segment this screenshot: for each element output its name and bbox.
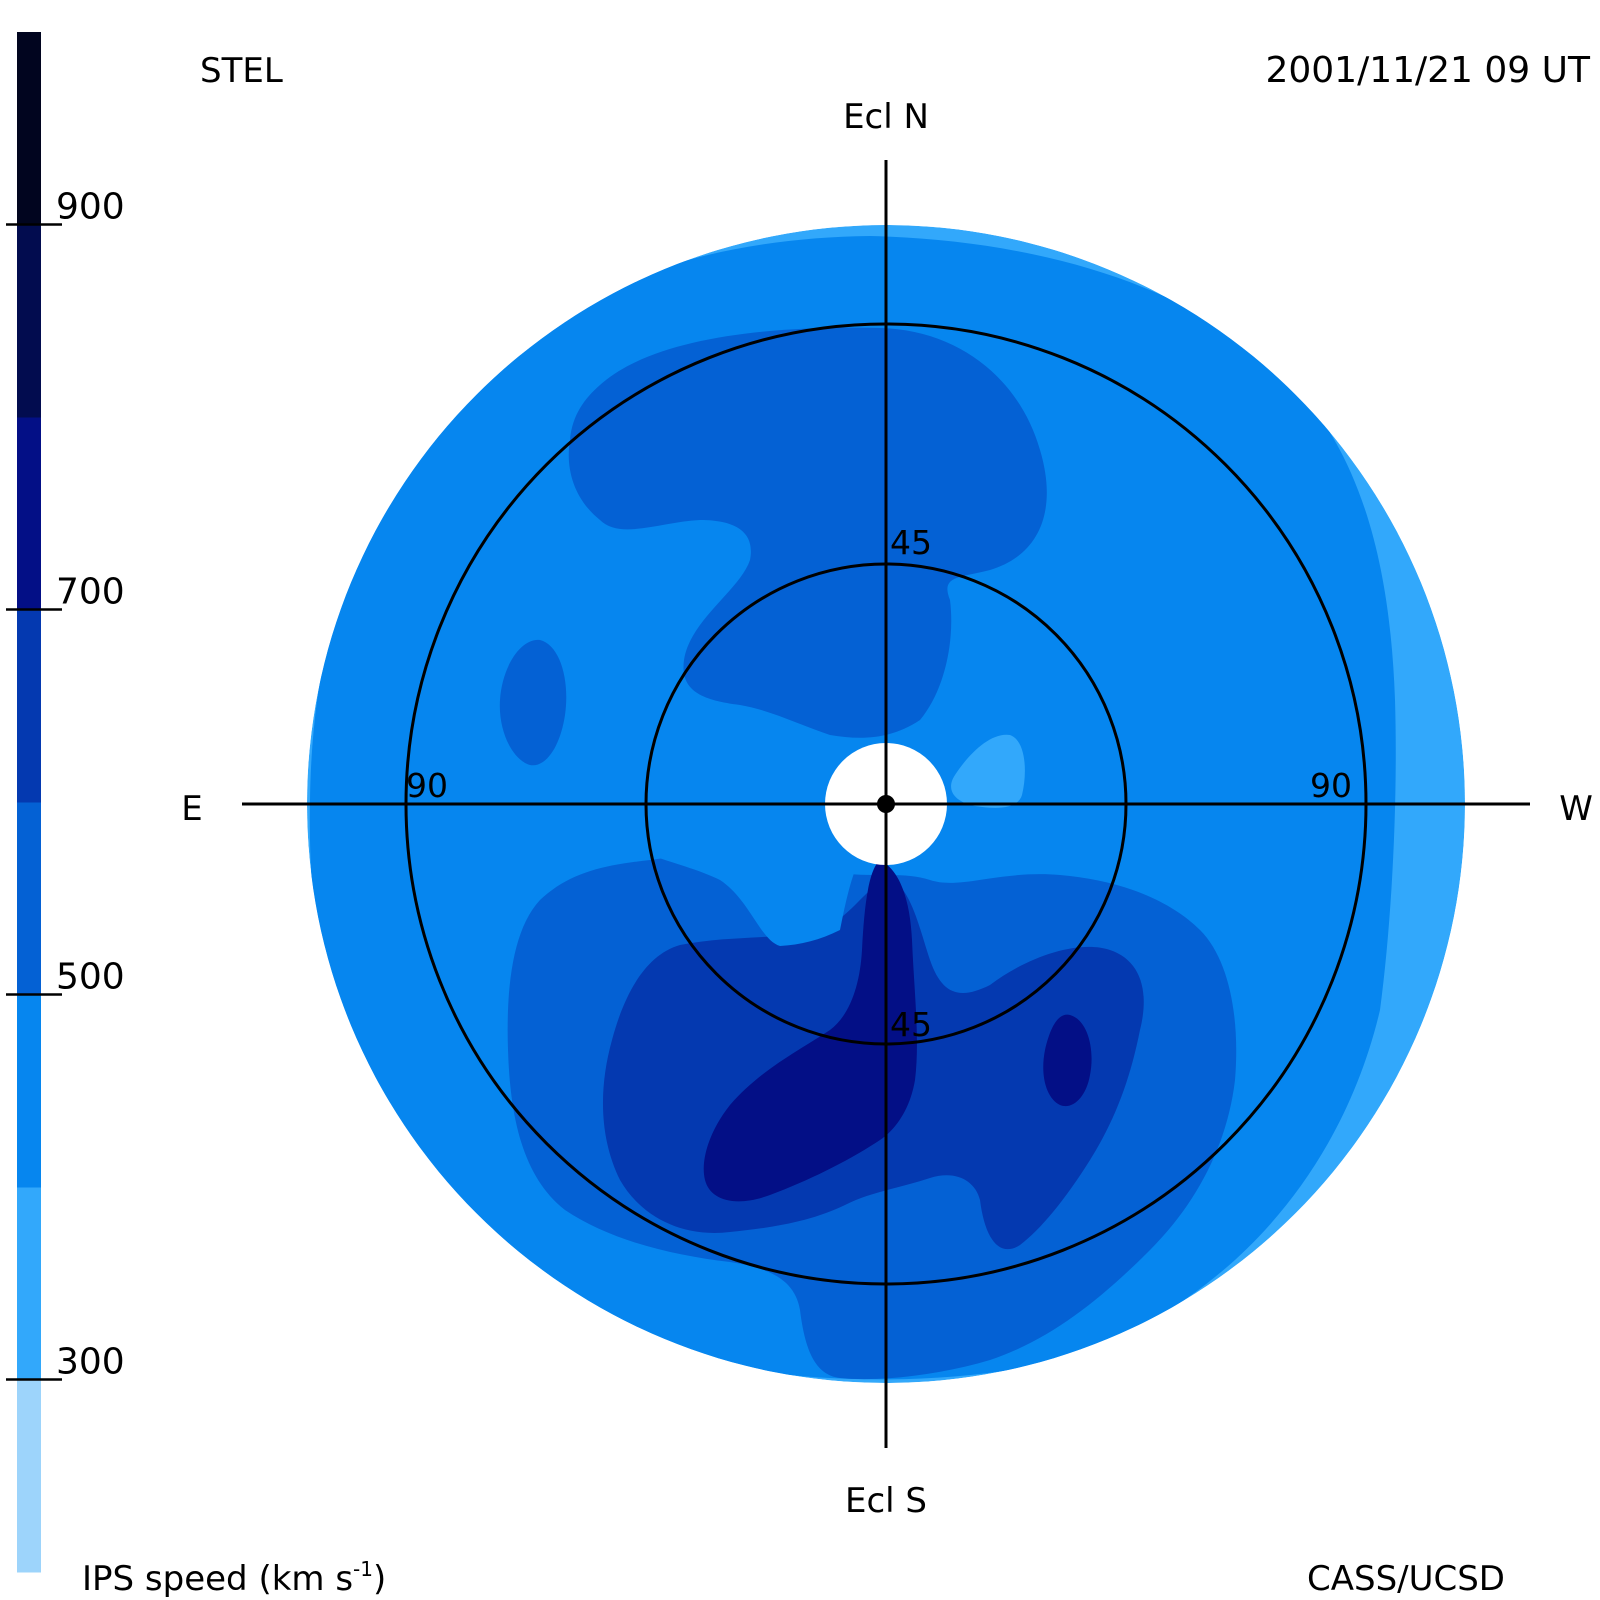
ring-label-90-west: 90	[1310, 766, 1352, 805]
speed-region-700-800-south	[703, 860, 917, 1202]
colorbar-title-exponent: -1	[353, 1557, 373, 1581]
direction-label-north: Ecl N	[843, 97, 929, 137]
colorbar-band-200-300	[17, 1379, 41, 1573]
colorbar-band-500-600	[17, 802, 41, 995]
direction-label-south: Ecl S	[845, 1481, 927, 1521]
observatory-label: STEL	[200, 51, 283, 91]
colorbar-title-main: IPS speed (km s	[82, 1559, 353, 1599]
colorbar-band-300-400	[17, 1187, 41, 1380]
colorbar-tick-label-900: 900	[56, 187, 125, 228]
colorbar: 900 700 500 300	[6, 32, 125, 1573]
datetime-label: 2001/11/21 09 UT	[1265, 50, 1591, 91]
colorbar-band-700-800	[17, 417, 41, 610]
ring-label-45-north: 45	[890, 523, 932, 562]
colorbar-band-900-1000	[17, 32, 41, 225]
direction-label-east: E	[181, 789, 202, 829]
speed-region-500-600-north	[568, 327, 1047, 738]
ring-label-90-east: 90	[406, 766, 448, 805]
speed-region-300-400-center	[951, 734, 1025, 808]
speed-region-700-800-west	[1043, 1014, 1092, 1107]
speed-region-400-500-inner	[650, 847, 860, 946]
colorbar-title: IPS speed (km s-1)	[82, 1557, 386, 1599]
speed-region-500-600-east	[499, 639, 567, 766]
colorbar-band-400-500	[17, 994, 41, 1188]
colorbar-band-600-700	[17, 609, 41, 803]
colorbar-tick-label-500: 500	[56, 957, 125, 998]
colorbar-band-800-900	[17, 224, 41, 418]
colorbar-tick-label-700: 700	[56, 572, 125, 613]
colorbar-tick-label-300: 300	[56, 1342, 125, 1383]
colorbar-title-close: )	[373, 1559, 386, 1599]
sun-center-dot	[877, 795, 895, 813]
credit-label: CASS/UCSD	[1307, 1559, 1505, 1599]
direction-label-west: W	[1559, 789, 1593, 829]
ring-label-45-south: 45	[890, 1005, 932, 1044]
